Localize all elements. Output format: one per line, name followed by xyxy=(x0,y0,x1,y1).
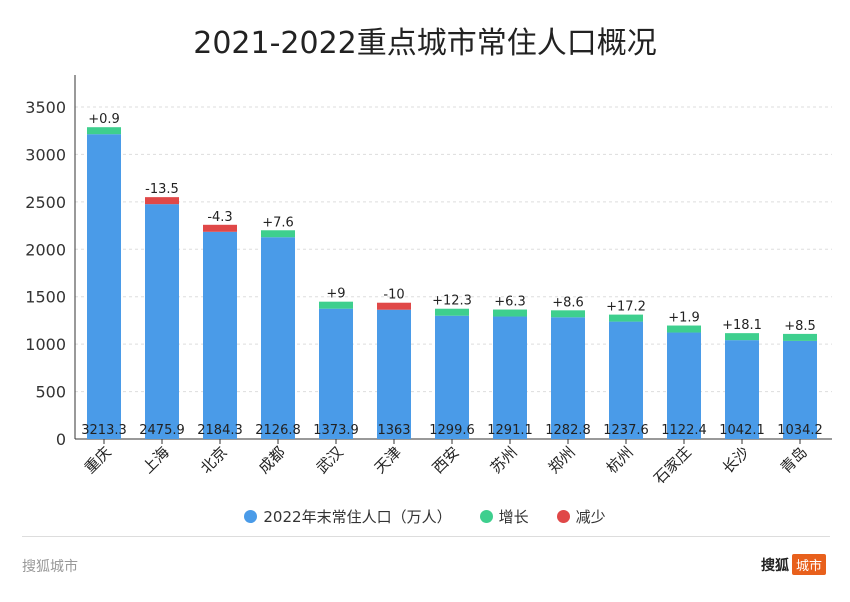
bar xyxy=(493,316,527,439)
x-tick-label: 西安 xyxy=(429,443,463,477)
increase-cap xyxy=(551,310,585,318)
change-label: +9 xyxy=(326,287,345,302)
x-tick-label: 长沙 xyxy=(719,443,753,477)
value-label: 1299.6 xyxy=(429,423,475,438)
decrease-cap xyxy=(145,197,179,205)
legend: 2022年末常住人口（万人） 增长 减少 xyxy=(0,506,850,527)
change-label: +7.6 xyxy=(262,215,294,230)
bar xyxy=(551,317,585,439)
increase-cap xyxy=(319,301,353,309)
bar xyxy=(609,321,643,439)
value-label: 1034.2 xyxy=(777,423,823,438)
x-tick-label: 天津 xyxy=(371,443,405,477)
decrease-cap xyxy=(377,302,411,310)
x-tick-label: 杭州 xyxy=(603,443,637,477)
change-label: -10 xyxy=(383,288,404,303)
bar xyxy=(667,332,701,439)
increase-cap xyxy=(87,127,121,135)
increase-cap xyxy=(725,333,759,341)
x-tick-label: 青岛 xyxy=(777,443,811,477)
y-tick-label: 0 xyxy=(56,430,66,449)
legend-item-decrease[interactable]: 减少 xyxy=(556,506,606,527)
change-label: -13.5 xyxy=(145,182,179,197)
legend-item-increase[interactable]: 增长 xyxy=(479,506,529,527)
value-label: 1373.9 xyxy=(313,423,359,438)
y-tick-label: 500 xyxy=(35,383,66,402)
chart-title: 2021-2022重点城市常住人口概况 xyxy=(193,26,657,61)
legend-label: 减少 xyxy=(575,508,606,526)
change-label: +6.3 xyxy=(494,295,526,310)
value-label: 3213.3 xyxy=(81,423,127,438)
value-label: 1237.6 xyxy=(603,423,649,438)
bar xyxy=(87,134,121,439)
bar xyxy=(145,204,179,439)
legend-item-population[interactable]: 2022年末常住人口（万人） xyxy=(244,506,452,527)
change-label: +18.1 xyxy=(722,318,762,333)
logo-text: 搜狐 xyxy=(760,557,789,574)
y-tick-label: 3000 xyxy=(25,145,66,164)
change-label: +8.6 xyxy=(552,295,584,310)
y-tick-label: 2000 xyxy=(25,240,66,259)
value-label: 2126.8 xyxy=(255,423,301,438)
value-label: 1291.1 xyxy=(487,423,533,438)
value-label: 1042.1 xyxy=(719,423,765,438)
divider xyxy=(22,536,830,537)
x-tick-label: 上海 xyxy=(139,443,173,477)
value-label: 1363 xyxy=(377,423,410,438)
value-label: 1122.4 xyxy=(661,423,707,438)
value-label: 2475.9 xyxy=(139,423,185,438)
value-label: 1282.8 xyxy=(545,423,591,438)
red-dot-icon xyxy=(556,510,570,523)
legend-label: 2022年末常住人口（万人） xyxy=(263,508,452,526)
legend-label: 增长 xyxy=(498,508,529,526)
x-tick-label: 成都 xyxy=(255,443,289,477)
bar xyxy=(435,315,469,439)
increase-cap xyxy=(261,230,295,238)
x-tick-label: 北京 xyxy=(197,443,231,477)
bar xyxy=(203,231,237,439)
bar xyxy=(783,340,817,439)
x-tick-label: 石家庄 xyxy=(650,443,695,488)
increase-cap xyxy=(609,314,643,322)
y-tick-label: 1000 xyxy=(25,335,66,354)
sohu-logo: 搜狐 城市 xyxy=(761,554,826,575)
bar xyxy=(261,237,295,439)
logo-tag: 城市 xyxy=(791,554,826,575)
y-tick-label: 1500 xyxy=(25,288,66,307)
increase-cap xyxy=(667,325,701,333)
y-tick-label: 3500 xyxy=(25,98,66,117)
change-label: +1.9 xyxy=(668,311,700,326)
x-tick-label: 武汉 xyxy=(313,443,347,477)
x-tick-label: 郑州 xyxy=(545,443,579,477)
change-label: +12.3 xyxy=(432,294,472,309)
bar-chart: 0 500 1000 1500 2000 2500 3000 3500 +0.9 3213.3 重庆… xyxy=(25,75,832,488)
increase-cap xyxy=(435,308,469,316)
increase-cap xyxy=(493,309,527,317)
value-label: 2184.3 xyxy=(197,423,243,438)
bar xyxy=(319,308,353,439)
change-label: +17.2 xyxy=(606,300,646,315)
green-dot-icon xyxy=(479,510,493,523)
decrease-cap xyxy=(203,224,237,232)
bar xyxy=(377,309,411,439)
x-tick-label: 重庆 xyxy=(81,443,115,477)
bar xyxy=(725,340,759,439)
change-label: +8.5 xyxy=(784,319,816,334)
change-label: -4.3 xyxy=(207,210,232,225)
blue-dot-icon xyxy=(244,510,258,523)
x-tick-label: 苏州 xyxy=(487,443,521,477)
y-tick-label: 2500 xyxy=(25,193,66,212)
change-label: +0.9 xyxy=(88,112,120,127)
increase-cap xyxy=(783,333,817,341)
source-text: 搜狐城市 xyxy=(22,559,78,575)
